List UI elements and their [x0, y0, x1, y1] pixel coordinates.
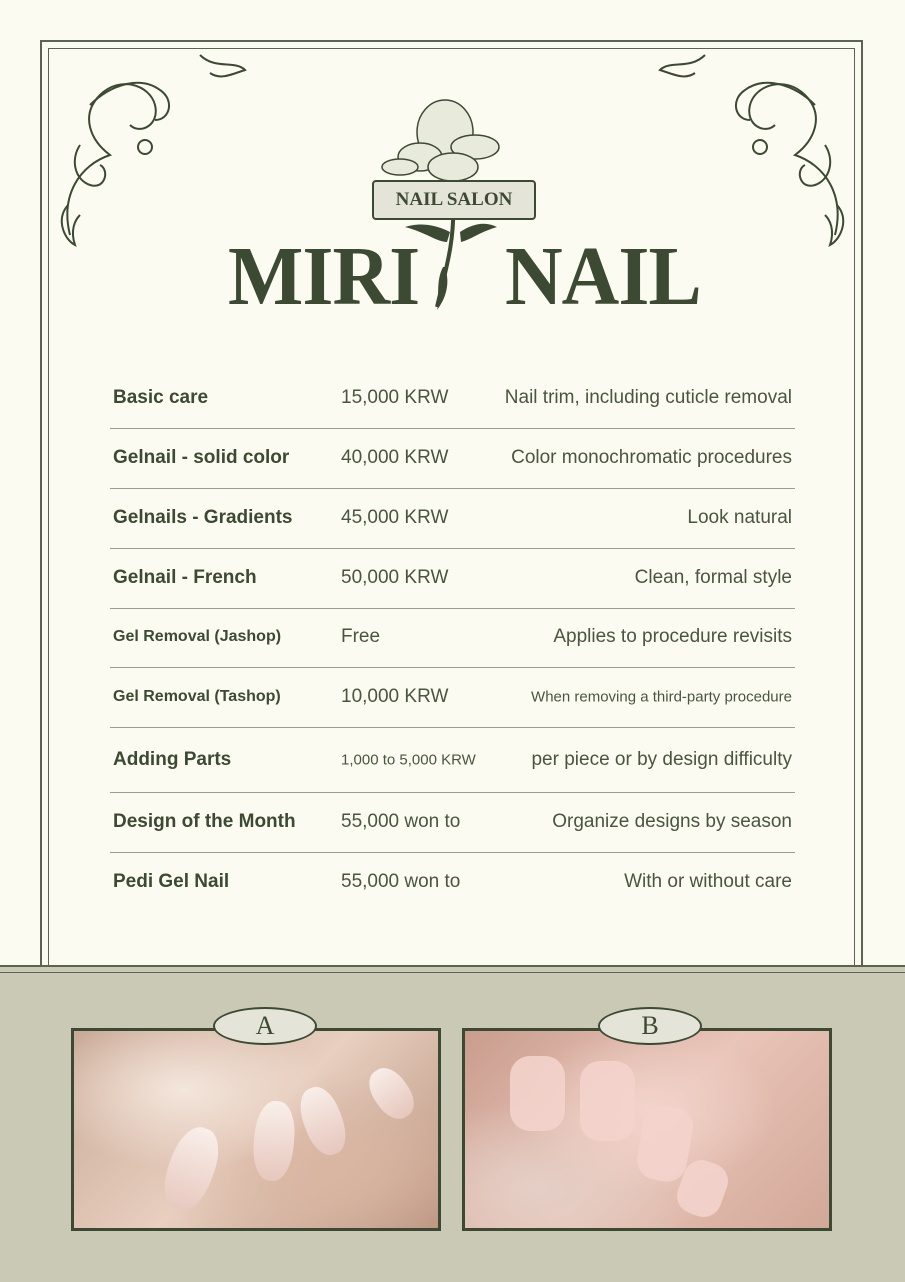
- menu-row: Basic care 15,000 KRW Nail trim, includi…: [110, 368, 795, 429]
- service-name: Gelnail - French: [113, 567, 257, 588]
- inner-frame: [48, 48, 855, 998]
- service-price: 1,000 to 5,000 KRW: [341, 751, 476, 768]
- service-name: Gelnails - Gradients: [113, 507, 293, 528]
- service-name: Design of the Month: [113, 811, 296, 832]
- floral-sprig-icon: [381, 99, 500, 310]
- service-description: Organize designs by season: [552, 811, 792, 832]
- menu-row: Gel Removal (Jashop) Free Applies to pro…: [110, 607, 795, 668]
- service-price: 45,000 KRW: [341, 507, 449, 528]
- menu-row: Gelnails - Gradients 45,000 KRW Look nat…: [110, 488, 795, 549]
- service-description: When removing a third-party procedure: [531, 688, 792, 706]
- photo-label-a: A: [213, 1007, 317, 1045]
- nail-salon-banner: NAIL SALON: [372, 180, 536, 220]
- outer-frame: [40, 40, 863, 1000]
- ornament-top-left-icon: [60, 54, 247, 247]
- menu-row: Adding Parts 1,000 to 5,000 KRW per piec…: [110, 727, 795, 793]
- menu-row: Gel Removal (Tashop) 10,000 KRW When rem…: [110, 667, 795, 728]
- service-name: Gel Removal (Tashop): [113, 688, 281, 705]
- ornament-top-right-icon: [658, 54, 845, 247]
- nail-photo-b: [462, 1028, 832, 1231]
- service-description: Nail trim, including cuticle removal: [504, 387, 792, 408]
- brand-name-left: MIRI: [228, 230, 420, 323]
- service-name: Gelnail - solid color: [113, 447, 290, 468]
- menu-row: Gelnail - solid color 40,000 KRW Color m…: [110, 428, 795, 489]
- service-description: per piece or by design difficulty: [531, 748, 792, 770]
- service-name: Gel Removal (Jashop): [113, 628, 282, 645]
- service-description: Color monochromatic procedures: [511, 447, 792, 468]
- menu-row: Pedi Gel Nail 55,000 won to With or with…: [110, 852, 795, 912]
- service-name: Pedi Gel Nail: [113, 871, 230, 892]
- service-description: Clean, formal style: [634, 567, 792, 588]
- menu-row: Gelnail - French 50,000 KRW Clean, forma…: [110, 548, 795, 609]
- service-name: Adding Parts: [113, 748, 232, 770]
- service-price: Free: [341, 626, 381, 647]
- photo-label-b: B: [598, 1007, 702, 1045]
- service-description: Applies to procedure revisits: [553, 626, 792, 647]
- service-price: 15,000 KRW: [341, 387, 449, 408]
- service-price: 55,000 won to: [341, 811, 461, 832]
- service-price: 55,000 won to: [341, 871, 461, 892]
- service-description: Look natural: [687, 507, 792, 528]
- menu-row: Design of the Month 55,000 won to Organi…: [110, 792, 795, 853]
- service-price: 50,000 KRW: [341, 567, 449, 588]
- nail-photo-a: [71, 1028, 441, 1231]
- service-description: With or without care: [624, 871, 792, 892]
- service-price: 40,000 KRW: [341, 447, 449, 468]
- service-price: 10,000 KRW: [341, 686, 449, 707]
- service-name: Basic care: [113, 387, 209, 408]
- brand-name-right: NAIL: [505, 230, 702, 323]
